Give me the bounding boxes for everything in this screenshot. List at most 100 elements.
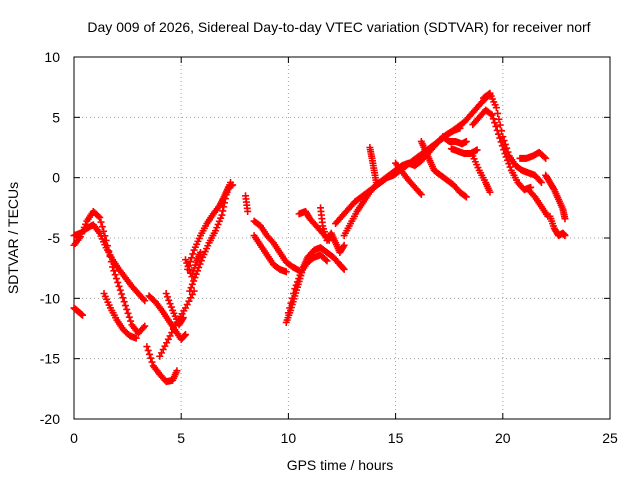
data-point-marker — [114, 278, 122, 286]
data-point-marker — [536, 177, 544, 185]
data-point-marker — [186, 287, 194, 295]
data-point-marker — [288, 294, 296, 302]
data-point-marker — [178, 315, 186, 323]
x-tick-label: 20 — [495, 430, 511, 446]
data-point-marker — [495, 115, 503, 123]
data-point-marker — [499, 133, 507, 141]
data-point-marker — [147, 354, 155, 362]
data-point-marker — [120, 298, 128, 306]
x-tick-label: 5 — [177, 430, 185, 446]
data-point-marker — [181, 331, 189, 339]
data-point-marker — [221, 199, 229, 207]
data-point-marker — [227, 178, 235, 186]
data-point-marker — [185, 266, 193, 274]
data-point-marker — [181, 256, 189, 264]
data-point-marker — [106, 252, 114, 260]
data-point-marker — [218, 211, 226, 219]
data-point-marker — [132, 334, 140, 342]
data-point-marker — [219, 207, 227, 215]
data-point-marker — [339, 264, 347, 272]
data-point-marker — [501, 140, 509, 148]
data-point-marker — [339, 243, 347, 251]
data-point-marker — [148, 358, 156, 366]
data-point-marker — [115, 282, 123, 290]
data-point-marker — [221, 195, 229, 203]
data-point-marker — [212, 227, 220, 235]
data-point-marker — [78, 230, 86, 238]
data-point-marker — [340, 265, 348, 273]
data-point-marker — [100, 227, 108, 235]
y-tick-labels: -20 -15 -10 -5 0 5 10 — [40, 49, 60, 427]
x-axis-label: GPS time / hours — [287, 457, 394, 473]
y-tick-label: 5 — [52, 109, 60, 125]
data-point-marker — [143, 343, 151, 351]
data-point-marker — [417, 191, 425, 199]
x-tick-label: 0 — [70, 430, 78, 446]
data-point-marker — [492, 123, 500, 131]
data-point-marker — [127, 317, 135, 325]
data-point-marker — [492, 104, 500, 112]
data-point-marker — [186, 258, 194, 266]
data-point-marker — [322, 256, 330, 264]
data-point-marker — [244, 207, 252, 215]
data-point-marker — [561, 215, 569, 223]
data-point-marker — [119, 294, 127, 302]
data-point-marker — [144, 346, 152, 354]
data-point-marker — [473, 146, 481, 154]
data-point-marker — [94, 212, 102, 220]
data-point-marker — [184, 262, 192, 270]
data-point-marker — [284, 309, 292, 317]
data-point-marker — [173, 367, 181, 375]
data-point-marker — [80, 223, 88, 231]
data-point-marker — [163, 293, 171, 301]
data-point-marker — [296, 271, 304, 279]
data-point-marker — [187, 254, 195, 262]
data-point-marker — [293, 278, 301, 286]
y-tick-label: -15 — [40, 351, 60, 367]
data-point-marker — [125, 313, 133, 321]
data-point-marker — [187, 284, 195, 292]
data-point-marker — [491, 119, 499, 127]
data-point-marker — [561, 232, 569, 240]
data-point-marker — [542, 154, 550, 162]
data-point-marker — [116, 286, 124, 294]
data-point-marker — [498, 127, 506, 135]
data-point-marker — [145, 350, 153, 358]
data-point-marker — [102, 236, 110, 244]
y-tick-label: 0 — [52, 170, 60, 186]
data-point-marker — [121, 302, 129, 310]
chart-title: Day 009 of 2026, Sidereal Day-to-day VTE… — [87, 19, 590, 35]
data-point-marker — [183, 259, 191, 267]
data-point-marker — [139, 324, 147, 332]
data-point-marker — [190, 277, 198, 285]
data-point-marker — [500, 137, 508, 145]
data-point-marker — [540, 153, 548, 161]
data-point-marker — [291, 285, 299, 293]
data-point-marker — [504, 148, 512, 156]
data-point-marker — [456, 124, 464, 132]
data-point-marker — [295, 275, 303, 283]
data-point-marker — [79, 227, 87, 235]
data-point-marker — [123, 305, 131, 313]
data-point-marker — [112, 275, 120, 283]
data-point-marker — [188, 280, 196, 288]
x-tick-label: 25 — [602, 430, 618, 446]
data-point-marker — [323, 257, 331, 265]
data-point-marker — [461, 192, 469, 200]
data-point-marker — [189, 250, 197, 258]
data-point-marker — [287, 299, 295, 307]
data-point-marker — [217, 214, 225, 222]
data-point-marker — [340, 241, 348, 249]
data-point-marker — [220, 203, 228, 211]
data-point-marker — [286, 304, 294, 312]
data-point-marker — [79, 311, 87, 319]
grid-lines — [74, 57, 610, 419]
data-point-marker — [196, 260, 204, 268]
data-point-marker — [214, 220, 222, 228]
data-point-marker — [76, 233, 84, 241]
data-point-marker — [488, 111, 496, 119]
data-point-marker — [462, 137, 470, 145]
data-point-marker — [215, 217, 223, 225]
data-point-marker — [537, 178, 545, 186]
